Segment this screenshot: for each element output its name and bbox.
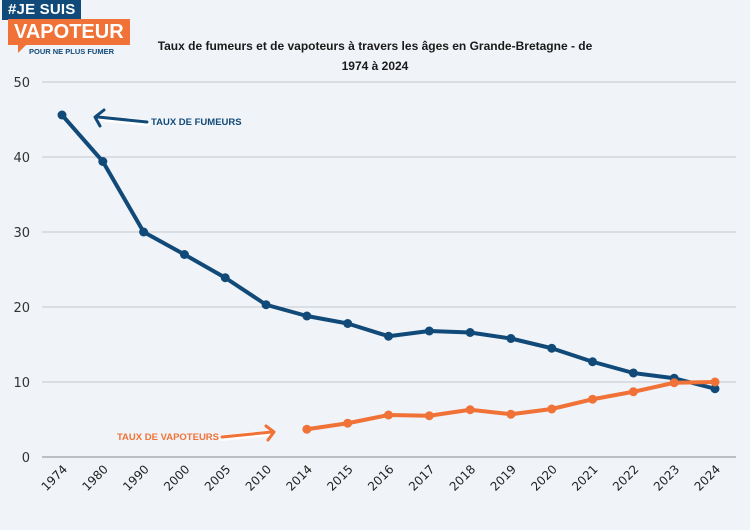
y-tick-label: 30 <box>13 226 30 241</box>
x-tick-label: 1974 <box>39 462 70 493</box>
annotation-vapers: TAUX DE VAPOTEURS <box>117 432 219 443</box>
y-tick-label: 50 <box>13 76 30 91</box>
x-tick-label: 2018 <box>447 462 478 493</box>
x-tick-label: 1990 <box>120 462 151 493</box>
data-point-vapers <box>465 405 475 415</box>
data-point-smokers <box>98 157 108 166</box>
data-point-vapers <box>506 409 516 419</box>
arrow-smokers-head <box>93 108 106 128</box>
y-axis: 0 10 20 30 40 50 <box>13 76 30 466</box>
data-point-smokers <box>57 110 67 120</box>
data-point-smokers <box>139 227 149 237</box>
x-tick-label: 1980 <box>79 462 110 493</box>
x-tick-label: 2017 <box>406 462 437 493</box>
x-tick-label: 2010 <box>243 462 274 493</box>
x-tick-label: 2022 <box>610 462 641 493</box>
arrow-vapers-head <box>264 424 276 442</box>
y-tick-label: 10 <box>13 376 30 391</box>
logo-brand: VAPOTEUR <box>8 19 130 45</box>
x-tick-label: 2015 <box>324 462 355 493</box>
x-axis: 1974 1980 1990 2000 2005 2010 2014 2015 2016 2017… <box>39 462 723 493</box>
logo-speech-tail <box>18 45 26 53</box>
y-tick-label: 40 <box>13 151 30 166</box>
x-tick-label: 2016 <box>365 462 396 493</box>
series-group <box>57 110 720 434</box>
data-point-vapers <box>669 378 679 388</box>
data-point-vapers <box>424 411 434 421</box>
data-point-smokers <box>384 331 393 341</box>
x-tick-label: 2024 <box>692 462 723 493</box>
series-line-smokers <box>60 113 717 391</box>
data-point-smokers <box>261 300 271 310</box>
x-tick-label: 2014 <box>283 462 314 493</box>
annotations: TAUX DE FUMEURS TAUX DE VAPOTEURS <box>93 108 276 443</box>
x-tick-label: 2021 <box>569 462 600 493</box>
y-tick-label: 0 <box>22 451 30 466</box>
data-point-vapers <box>588 394 598 404</box>
data-point-smokers <box>179 250 189 259</box>
data-point-smokers <box>302 311 312 321</box>
data-point-smokers <box>628 368 638 378</box>
data-point-smokers <box>710 384 720 394</box>
gridlines <box>42 81 736 458</box>
data-point-smokers <box>220 273 230 283</box>
x-tick-label: 2005 <box>202 462 233 493</box>
data-point-vapers <box>547 404 557 414</box>
data-point-smokers <box>588 357 598 367</box>
y-tick-label: 20 <box>13 301 30 316</box>
x-tick-label: 2019 <box>488 462 519 493</box>
logo-hashtag: #JE SUIS <box>2 0 82 20</box>
arrow-smokers-icon <box>96 115 149 124</box>
logo: #JE SUIS VAPOTEUR POUR NE PLUS FUMER <box>0 0 160 62</box>
data-point-vapers <box>343 418 353 428</box>
data-point-vapers <box>302 424 312 434</box>
data-point-smokers <box>465 328 475 337</box>
arrow-vapers-icon <box>220 430 274 439</box>
x-tick-label: 2020 <box>528 462 559 493</box>
series-line-vapers <box>304 380 717 432</box>
logo-tagline: POUR NE PLUS FUMER <box>29 47 115 56</box>
data-point-smokers <box>343 319 353 328</box>
data-point-vapers <box>628 387 638 397</box>
data-point-vapers <box>710 377 720 387</box>
data-point-smokers <box>506 334 516 343</box>
x-tick-label: 2023 <box>651 462 682 493</box>
data-point-smokers <box>424 326 434 336</box>
chart-title: Taux de fumeurs et de vapoteurs à traver… <box>157 39 593 73</box>
data-point-smokers <box>547 343 557 353</box>
data-point-vapers <box>384 410 393 420</box>
annotation-smokers: TAUX DE FUMEURS <box>151 117 242 128</box>
x-tick-label: 2000 <box>161 462 192 493</box>
